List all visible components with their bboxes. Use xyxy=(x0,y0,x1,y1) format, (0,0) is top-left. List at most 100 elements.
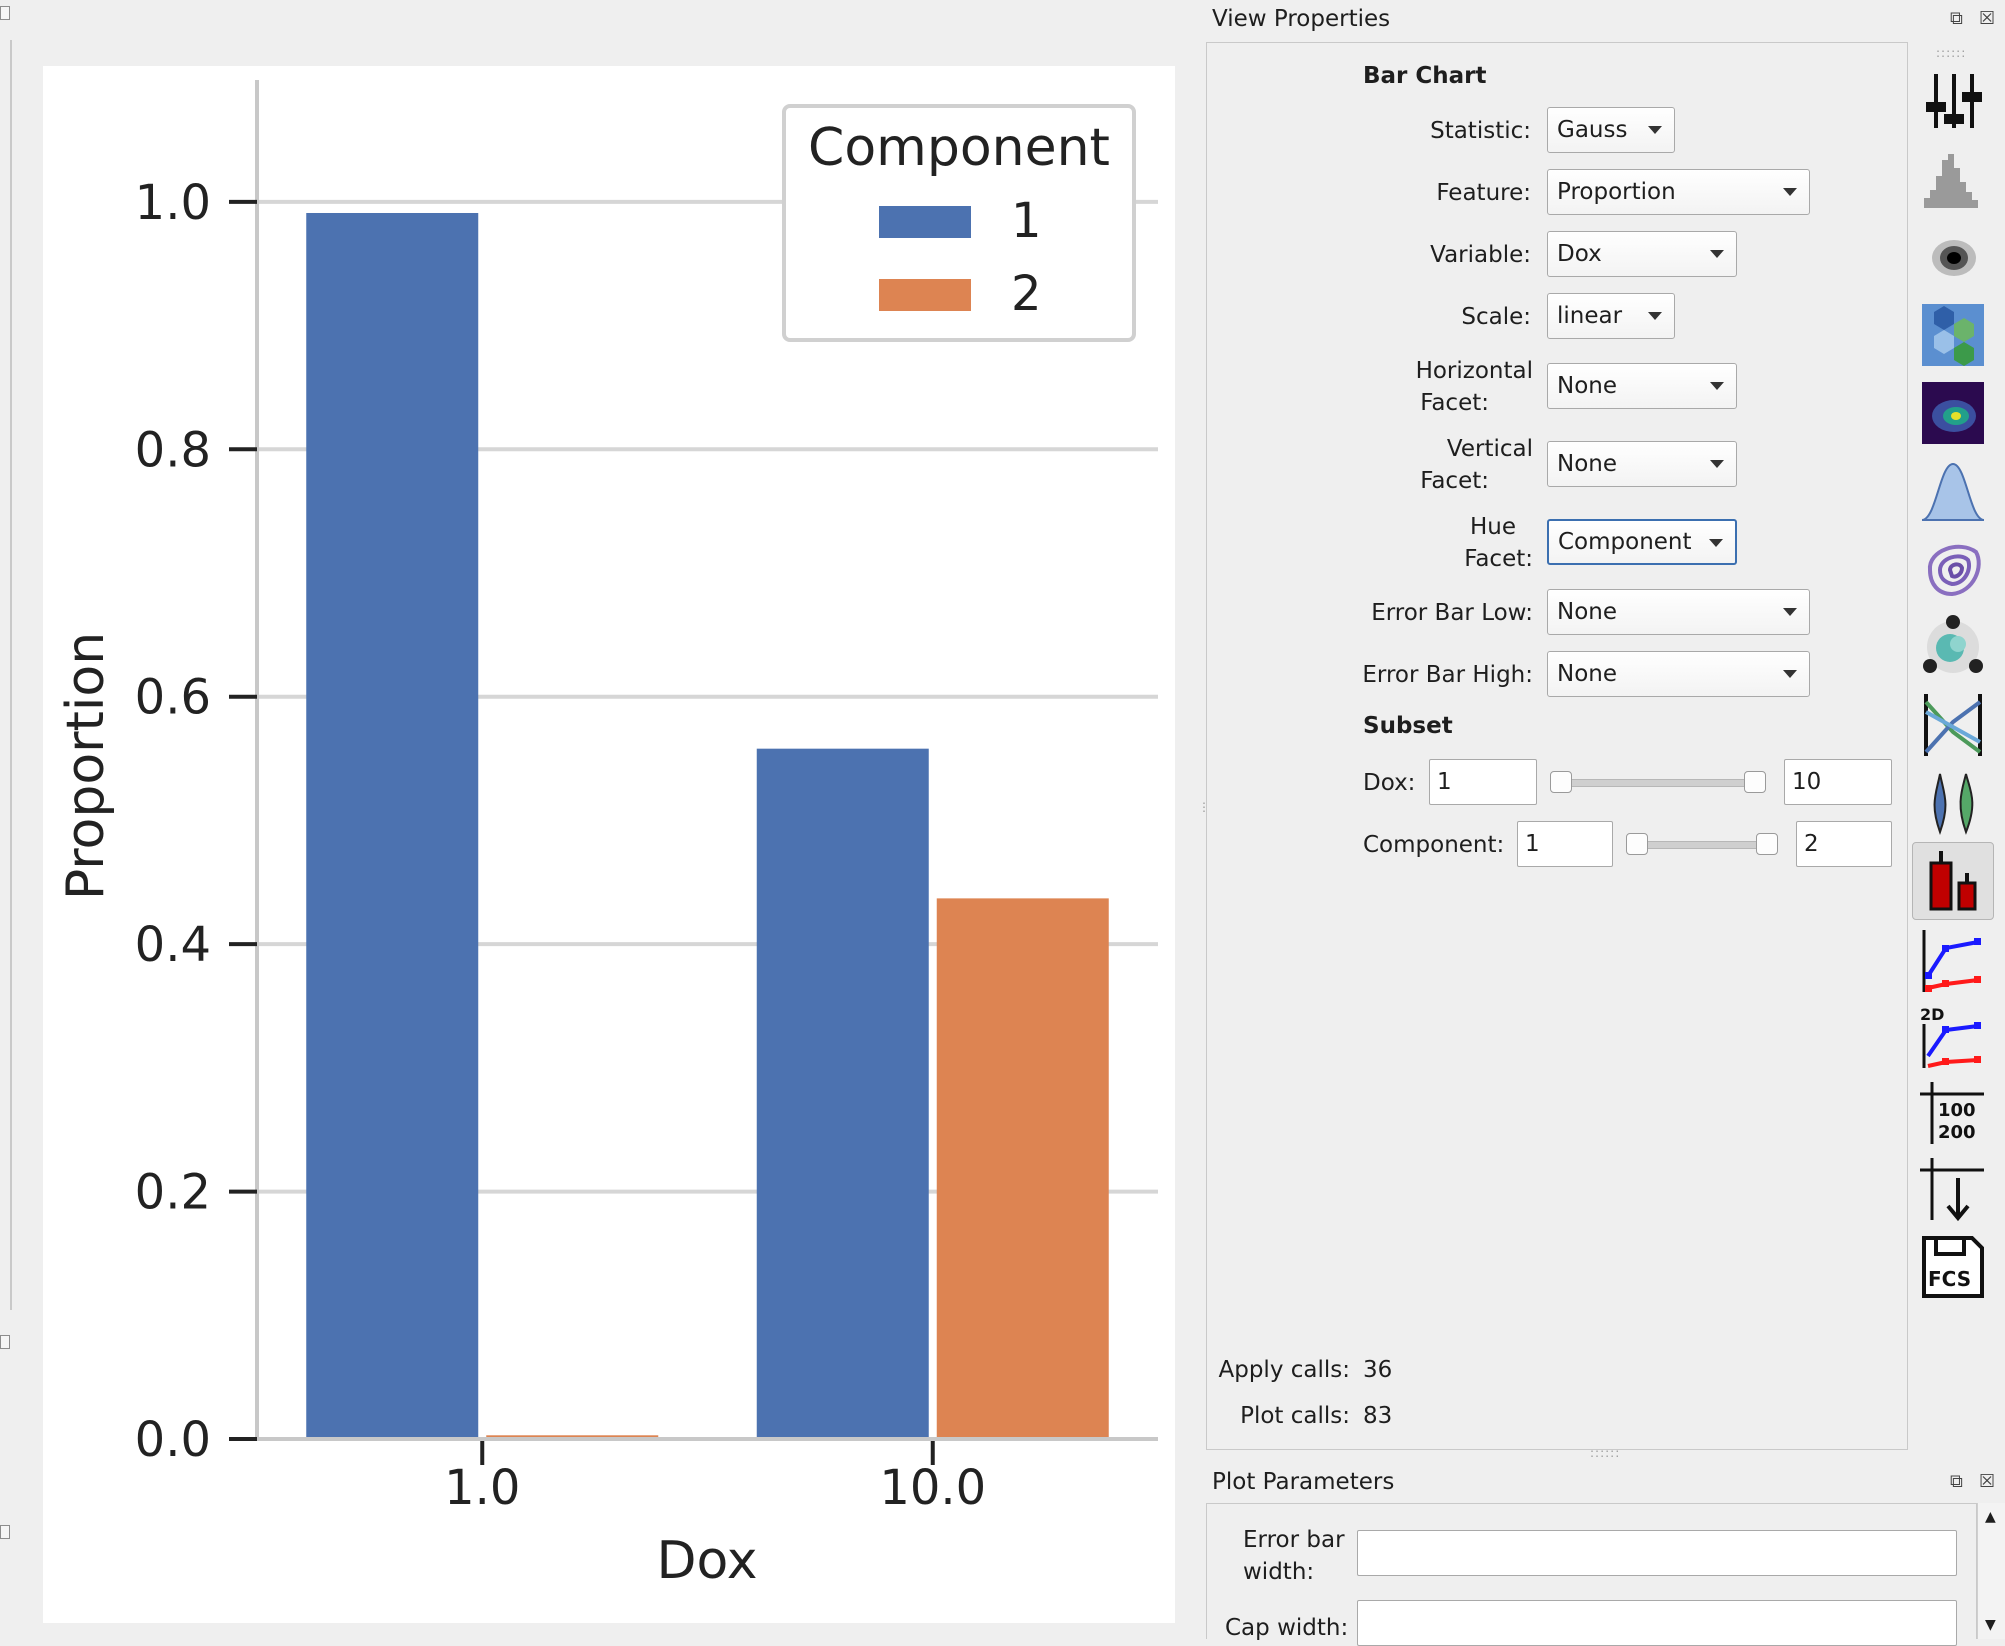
subset-component-max-handle[interactable] xyxy=(1756,833,1778,855)
hue-facet-label-2: Facet: xyxy=(1464,546,1533,572)
left-dock-edge xyxy=(0,0,14,1639)
bar-10.0-series-2 xyxy=(936,898,1109,1439)
scale-label: Scale: xyxy=(1461,304,1531,330)
variable-combo[interactable]: Dox xyxy=(1547,231,1737,277)
export-fcs-text: FCS xyxy=(1928,1267,1971,1291)
subset-dox-max-handle[interactable] xyxy=(1744,771,1766,793)
export-fcs-icon[interactable]: FCS xyxy=(1912,1230,1994,1300)
vertical-facet-label-1: Vertical xyxy=(1446,436,1533,462)
section-bar-chart: Bar Chart xyxy=(1363,63,1487,89)
plot-calls-value: 83 xyxy=(1363,1403,1393,1429)
scale-combo[interactable]: linear xyxy=(1547,293,1675,339)
horizontal-facet-label-2: Facet: xyxy=(1420,390,1489,416)
density-2d-icon[interactable] xyxy=(1912,376,1994,446)
legend-swatch-1 xyxy=(879,206,971,238)
error-bar-low-label: Error Bar Low: xyxy=(1371,600,1533,626)
y-tick-label: 0.4 xyxy=(135,917,211,973)
y-tick-label: 0.6 xyxy=(135,670,211,726)
view-properties-panel: Bar Chart Statistic: Gauss Feature: Prop… xyxy=(1206,42,1908,1450)
error-bar-width-label-1: Error bar xyxy=(1243,1527,1345,1553)
x-axis-label: Dox xyxy=(656,1531,757,1591)
y-tick-label: 0.2 xyxy=(135,1165,211,1221)
statistic-label: Statistic: xyxy=(1430,118,1531,144)
dock-close-icon[interactable]: ☒ xyxy=(1979,1471,1996,1492)
dock-float-icon[interactable] xyxy=(0,6,10,20)
x-tick-label: 1.0 xyxy=(444,1460,520,1516)
violin-icon[interactable] xyxy=(1912,766,1994,836)
dock-float-icon[interactable] xyxy=(0,1525,10,1539)
table-icon[interactable]: 100 200 xyxy=(1912,1076,1994,1146)
parallel-coordinates-icon[interactable] xyxy=(1912,688,1994,758)
y-tick-label: 1.0 xyxy=(135,175,211,231)
error-bar-width-label-2: width: xyxy=(1243,1559,1315,1585)
dock-float-icon[interactable] xyxy=(0,1335,10,1349)
hexbin-icon[interactable] xyxy=(1912,298,1994,368)
chevron-down-icon xyxy=(1710,382,1724,390)
dock-splitter-vertical[interactable]: ⋮ xyxy=(1198,800,1211,814)
vertical-facet-combo[interactable]: None xyxy=(1547,441,1737,487)
stats-1d-icon[interactable] xyxy=(1912,924,1994,994)
plot-parameters-title: Plot Parameters xyxy=(1212,1469,1395,1495)
error-bar-width-field[interactable] xyxy=(1357,1530,1957,1576)
subset-dox-max-field[interactable]: 10 xyxy=(1784,759,1892,805)
scroll-up-icon[interactable]: ▲ xyxy=(1985,1509,1996,1525)
chevron-down-icon xyxy=(1648,126,1662,134)
table-text-top: 100 xyxy=(1938,1100,1976,1121)
stats-2d-text: 2D xyxy=(1920,1005,1944,1024)
cap-width-label: Cap width: xyxy=(1225,1615,1349,1641)
feature-combo[interactable]: Proportion xyxy=(1547,169,1810,215)
dock-float-icon[interactable]: ⧉ xyxy=(1950,8,1963,29)
cap-width-field[interactable] xyxy=(1357,1600,1957,1646)
apply-calls-label: Apply calls: xyxy=(1218,1357,1351,1383)
scroll-down-icon[interactable]: ▼ xyxy=(1985,1617,1996,1633)
export-icon[interactable] xyxy=(1912,1152,1994,1222)
horizontal-facet-combo[interactable]: None xyxy=(1547,363,1737,409)
plot-parameters-scrollbar[interactable]: ▲ ▼ xyxy=(1977,1503,2005,1639)
kde-1d-icon[interactable] xyxy=(1912,454,1994,524)
variable-value: Dox xyxy=(1557,241,1602,267)
threshold-icon[interactable] xyxy=(1912,64,1994,134)
plot-canvas: 0.0 0.2 0.4 0.6 0.8 1.0 1.0 10.0 Dox Proportion Co… xyxy=(43,66,1175,1623)
subset-dox-slider[interactable] xyxy=(1557,779,1749,787)
subset-dox-min-handle[interactable] xyxy=(1550,771,1572,793)
bar-chart-icon[interactable] xyxy=(1912,842,1994,920)
statistic-combo[interactable]: Gauss xyxy=(1547,107,1675,153)
dock-splitter[interactable]: :::::: xyxy=(1590,1446,1621,1460)
chevron-down-icon xyxy=(1710,250,1724,258)
subset-component-slider[interactable] xyxy=(1633,841,1761,849)
legend-label-2: 2 xyxy=(1011,266,1042,322)
subset-dox-min-field[interactable]: 1 xyxy=(1429,759,1537,805)
legend-title: Component xyxy=(808,118,1110,178)
x-tick-label: 10.0 xyxy=(879,1460,986,1516)
subset-component-min-field[interactable]: 1 xyxy=(1517,821,1613,867)
error-bar-low-value: None xyxy=(1557,599,1618,625)
y-tick-label: 0.8 xyxy=(135,422,211,478)
toolbar-grip[interactable]: :::::: xyxy=(1936,46,1967,60)
chevron-down-icon xyxy=(1783,188,1797,196)
scatterplot-icon[interactable] xyxy=(1912,220,1994,290)
legend-swatch-2 xyxy=(879,279,971,311)
stats-2d-icon[interactable]: 2D xyxy=(1912,1000,1994,1070)
y-axis-label: Proportion xyxy=(56,632,116,900)
error-bar-low-combo[interactable]: None xyxy=(1547,589,1810,635)
error-bar-high-value: None xyxy=(1557,661,1618,687)
plot-calls-label: Plot calls: xyxy=(1240,1403,1350,1429)
apply-calls-value: 36 xyxy=(1363,1357,1393,1383)
subset-component-label: Component: xyxy=(1363,832,1505,858)
kde-2d-icon[interactable] xyxy=(1912,532,1994,602)
bar-chart: 0.0 0.2 0.4 0.6 0.8 1.0 1.0 10.0 Dox Proportion Co… xyxy=(56,80,1158,1591)
dock-float-icon[interactable]: ⧉ xyxy=(1950,1471,1963,1492)
section-subset: Subset xyxy=(1363,713,1453,739)
bar-1.0-series-1 xyxy=(306,212,479,1439)
hue-facet-combo[interactable]: Component xyxy=(1547,519,1737,565)
error-bar-high-label: Error Bar High: xyxy=(1362,662,1533,688)
subset-component-max-field[interactable]: 2 xyxy=(1796,821,1892,867)
subset-component-min-handle[interactable] xyxy=(1626,833,1648,855)
chevron-down-icon xyxy=(1710,460,1724,468)
variable-label: Variable: xyxy=(1430,242,1531,268)
horizontal-facet-value: None xyxy=(1557,373,1618,399)
dock-close-icon[interactable]: ☒ xyxy=(1979,8,1996,29)
histogram-icon[interactable] xyxy=(1912,142,1994,212)
cluster-icon[interactable] xyxy=(1912,610,1994,680)
error-bar-high-combo[interactable]: None xyxy=(1547,651,1810,697)
